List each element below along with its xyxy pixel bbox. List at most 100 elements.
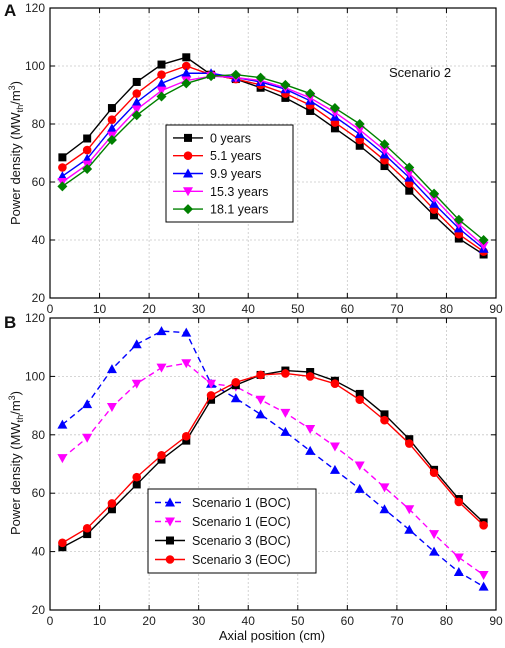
panel-a-series-4-line — [61, 73, 485, 241]
panel-b-series-0-point-11 — [329, 464, 340, 474]
panel-b-series-3-point-11 — [330, 379, 340, 389]
panel-a-legend: 0 years 5.1 years 9.9 years 15.3 years 18.1 … — [165, 124, 294, 223]
panel-b-series-3-point-16 — [454, 497, 464, 507]
panel-b-series-3-point-3 — [132, 472, 142, 482]
panel-b-series-0-point-9 — [280, 426, 291, 436]
panel-b-series-2-point-4 — [157, 455, 166, 464]
panel-b-series-3-point-9 — [281, 369, 290, 378]
panel-a-series-0-point-16 — [454, 234, 463, 243]
panel-b-series-1-point-1 — [82, 433, 93, 443]
panel-a-series-4-point-11 — [329, 103, 340, 114]
panel-b-legend-marker-2 — [166, 536, 174, 545]
panel-b-series-3-point-12 — [355, 395, 365, 405]
panel-b-series-3 — [58, 369, 488, 548]
panel-a-series-4-point-12 — [354, 119, 365, 129]
panel-b-series-2-point-3 — [132, 480, 141, 489]
panel-b-series-1-point-0 — [57, 454, 68, 464]
panel-a-xtick-label-7: 70 — [390, 302, 404, 316]
panel-a-legend-marker-0 — [184, 133, 192, 142]
panel-a-series-3-point-3 — [131, 105, 142, 115]
panel-b-ylabel-end: /m — [8, 400, 23, 414]
panel-a-legend-label-1: 5.1 years — [210, 149, 261, 163]
panel-a-series-4-point-5 — [181, 78, 192, 89]
panel-a-series-4-point-17 — [478, 235, 489, 245]
panel-a-series-4-point-3 — [131, 110, 142, 121]
panel-b-xtick-label-0: 0 — [47, 614, 54, 628]
panel-b-legend-marker-1 — [165, 517, 175, 527]
panel-b-legend-marker-3 — [165, 555, 175, 564]
panel-a-series-4-point-8 — [255, 72, 266, 83]
panel-a-series-0-point-0 — [58, 153, 67, 162]
panel-b-ylabel-sup: 3 — [7, 395, 17, 400]
panel-b-legend-label-0: Scenario 1 (BOC) — [192, 496, 291, 510]
panel-b-ytick-label-3: 80 — [32, 428, 46, 442]
panel-b-xtick-label-9: 90 — [489, 614, 503, 628]
panel-b-axes: 0 10 20 30 40 50 60 70 80 90 20 40 60 80 100 120 — [25, 311, 503, 628]
panel-b-series-1-point-3 — [131, 379, 142, 389]
panel-a-ylabel-close: ) — [8, 81, 23, 85]
panel-a-series-0-point-1 — [83, 134, 92, 143]
panel-a-series-1-point-5 — [181, 61, 191, 71]
panel-a-series-4-point-16 — [453, 214, 464, 225]
panel-b-legend-label-3: Scenario 3 (EOC) — [192, 553, 291, 567]
panel-a-legend-label-3: 15.3 years — [210, 185, 268, 199]
panel-a-series-3-point-14 — [404, 169, 415, 179]
panel-a-series-4-point-10 — [305, 88, 316, 99]
panel-b-legend-label-2: Scenario 3 (BOC) — [192, 534, 291, 548]
panel-a-annotation: Scenario 2 — [389, 65, 451, 80]
panel-b-series-2-point-6 — [207, 395, 216, 404]
panel-b-series — [57, 326, 489, 591]
panel-b-series-2-point-1 — [83, 530, 92, 539]
panel-a-series-1-point-4 — [157, 70, 166, 79]
panel-a-series-4-point-1 — [82, 163, 93, 174]
panel-b-series-2-point-0 — [58, 543, 67, 552]
panel-b-xtick-label-1: 10 — [93, 614, 107, 628]
panel-b-series-3-point-10 — [305, 372, 315, 381]
panel-a-legend-item-0: 0 years — [173, 131, 251, 145]
panel-a-legend-marker-4 — [183, 204, 193, 215]
panel-b-series-1-point-4 — [156, 363, 167, 373]
panel-a-series-0-point-5 — [182, 53, 191, 62]
panel-b-ytick-label-1: 40 — [32, 545, 46, 559]
panel-a-xtick-label-9: 90 — [489, 302, 503, 316]
panel-a-legend-marker-1 — [183, 151, 193, 160]
panel-b-series-3-point-13 — [380, 415, 389, 425]
panel-a-series-0-point-14 — [405, 186, 414, 195]
panel-b-series-3-point-14 — [404, 439, 414, 448]
panel-b-series-0-point-14 — [404, 524, 415, 534]
panel-b-xlabel: Axial position (cm) — [219, 628, 325, 643]
panel-a-series-4-point-9 — [280, 79, 291, 90]
panel-b-legend: Scenario 1 (BOC) Scenario 1 (EOC) Scenario… — [147, 488, 317, 574]
panel-b-series-2-point-2 — [107, 505, 116, 514]
panel-b-series-0-point-15 — [429, 546, 440, 556]
panel-a-legend-label-2: 9.9 years — [210, 167, 261, 181]
panel-b-ylabel-sub: th — [15, 415, 25, 423]
panel-b-series-3-point-6 — [206, 391, 216, 400]
panel-a-series-2-point-5 — [181, 68, 192, 78]
panel-b-ylabel-close: ) — [8, 391, 23, 395]
panel-b-series-3-point-15 — [429, 468, 439, 478]
panel-a-ytick-label-1: 40 — [32, 233, 46, 247]
panel-b-series-1-point-13 — [379, 483, 390, 493]
panel-b-ytick-label-4: 100 — [25, 369, 45, 383]
panel-a-xtick-label-3: 30 — [192, 302, 206, 316]
panel-b-xtick-label-8: 80 — [440, 614, 454, 628]
panel-a-legend-item-2: 9.9 years — [173, 167, 261, 181]
panel-a-ylabel-main: Power density (MW — [8, 112, 23, 225]
panel-b-xtick-label-5: 50 — [291, 614, 305, 628]
panel-a-series-1-point-1 — [82, 145, 92, 155]
panel-a-ylabel-sup: 3 — [7, 85, 17, 90]
panel-a-series-4-point-4 — [156, 91, 167, 102]
panel-b-legend-item-2: Scenario 3 (BOC) — [155, 534, 291, 548]
panel-b-series-2-point-13 — [380, 410, 389, 419]
panel-b-series-3-point-17 — [479, 521, 488, 530]
panel-b-series-0-point-13 — [379, 504, 390, 514]
panel-b-series-2-point-5 — [182, 436, 191, 445]
panel-b-series-3-point-7 — [231, 377, 241, 387]
panel-a-ytick-label-4: 100 — [25, 59, 45, 73]
panel-b-legend-item-0: Scenario 1 (BOC) — [155, 496, 291, 510]
panel-b-series-0-point-1 — [82, 399, 93, 409]
panel-b-series-1-point-15 — [429, 530, 440, 540]
panel-a-series-4 — [57, 69, 489, 245]
panel-b-ytick-label-0: 20 — [32, 603, 46, 617]
